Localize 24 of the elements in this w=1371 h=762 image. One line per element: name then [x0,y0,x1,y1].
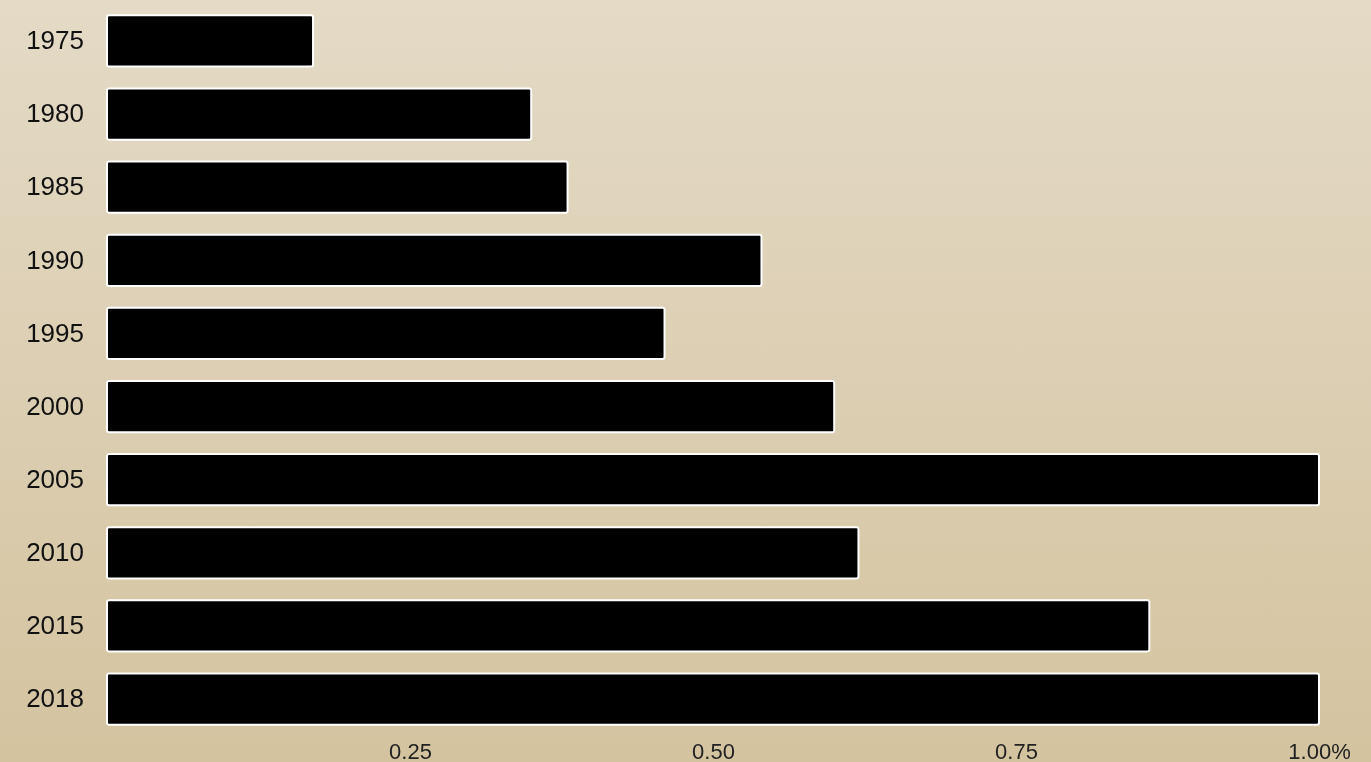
x-tick-label: 0.25 [389,738,432,762]
y-tick-label: 2010 [26,537,84,568]
x-tick-label: 1.00% [1288,738,1351,762]
y-tick-label: 1995 [26,317,84,348]
x-tick-label: 0.50 [692,738,735,762]
x-tick-label: 0.75 [995,738,1038,762]
bar [106,14,315,68]
y-tick-label: 2005 [26,464,84,495]
y-tick-label: 2000 [26,390,84,421]
y-tick-label: 2018 [26,683,84,714]
y-tick-label: 2015 [26,610,84,641]
bar [106,233,763,287]
bar [106,453,1320,507]
bar [106,87,533,141]
bar [106,672,1320,726]
y-tick-label: 1975 [26,25,84,56]
y-tick-label: 1990 [26,244,84,275]
bar [106,160,569,214]
y-tick-label: 1985 [26,171,84,202]
bar [106,379,836,434]
bar [106,526,860,580]
y-tick-label: 1980 [26,98,84,129]
bar [106,599,1151,653]
bar [106,306,666,361]
